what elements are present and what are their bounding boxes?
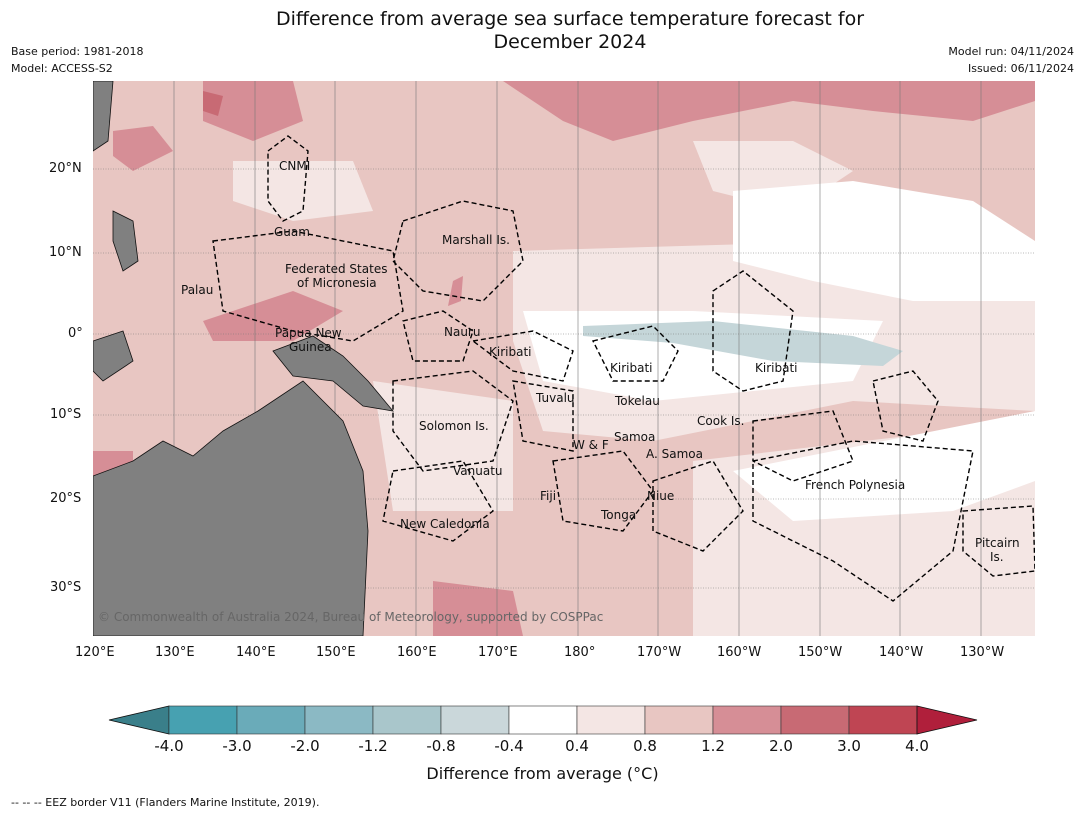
label-pitcairn-1: Pitcairn	[975, 536, 1020, 550]
model-name: Model: ACCESS-S2	[11, 62, 113, 75]
colorbar-tick: -2.0	[290, 737, 320, 755]
label-kiribati-central: Kiribati	[610, 361, 652, 375]
label-new-caledonia: New Caledonia	[400, 517, 490, 531]
label-tuvalu: Tuvalu	[535, 391, 575, 405]
colorbar-segment	[644, 705, 714, 735]
label-nauru: Nauru	[444, 325, 480, 339]
label-guam: Guam	[274, 225, 310, 239]
lat-tick: 10°S	[50, 407, 82, 422]
label-fsm-1: Federated States	[285, 262, 387, 276]
colorbar-extend-low	[108, 705, 170, 735]
title-line-1: Difference from average sea surface temp…	[275, 8, 865, 30]
colorbar-label: Difference from average (°C)	[426, 764, 659, 783]
colorbar-segment	[508, 705, 578, 735]
colorbar-tick: -4.0	[154, 737, 184, 755]
label-pitcairn-2: Is.	[990, 550, 1004, 564]
colorbar-tick: 0.4	[565, 737, 589, 755]
lon-tick: 140°W	[879, 645, 924, 660]
lat-tick: 10°N	[49, 245, 82, 260]
label-wf: W & F	[573, 438, 609, 452]
label-kiribati-west: Kiribati	[489, 345, 531, 359]
label-png-1: Papua New	[275, 326, 342, 340]
chart-title: Difference from average sea surface temp…	[0, 8, 1085, 54]
lon-tick: 120°E	[75, 645, 115, 660]
sst-anomaly-map: CNMI Guam Marshall Is. Federated States …	[93, 81, 1035, 636]
colorbar-tick: 1.2	[701, 737, 725, 755]
colorbar-segment	[304, 705, 374, 735]
lon-tick: 160°W	[717, 645, 762, 660]
meta-right: Model run: 04/11/2024 Issued: 06/11/2024	[948, 43, 1074, 77]
label-asamoa: A. Samoa	[646, 447, 703, 461]
meta-left: Base period: 1981-2018 Model: ACCESS-S2	[11, 43, 143, 77]
borneo-philippines	[93, 81, 139, 382]
colorbar-segment	[440, 705, 510, 735]
colorbar-tick: -1.2	[358, 737, 388, 755]
lon-tick: 180°	[564, 645, 596, 660]
lat-tick: 20°S	[50, 491, 82, 506]
colorbar-tick: 2.0	[769, 737, 793, 755]
label-marshall: Marshall Is.	[442, 233, 510, 247]
colorbar-extend-high	[916, 705, 978, 735]
label-niue: Niue	[647, 489, 674, 503]
eez-footnote: -- -- -- EEZ border V11 (Flanders Marine…	[11, 796, 320, 809]
lon-tick: 130°E	[155, 645, 195, 660]
colorbar-tick: -0.4	[494, 737, 524, 755]
colorbar-segment	[780, 705, 850, 735]
label-fiji: Fiji	[540, 489, 556, 503]
colorbar-tick: 0.8	[633, 737, 657, 755]
label-tonga: Tonga	[600, 508, 636, 522]
label-solomon: Solomon Is.	[419, 419, 489, 433]
label-palau: Palau	[181, 283, 213, 297]
colorbar-segment	[712, 705, 782, 735]
lat-tick: 30°S	[50, 580, 82, 595]
colorbar-tick: 3.0	[837, 737, 861, 755]
colorbar-tick: 4.0	[905, 737, 929, 755]
eez-borders	[212, 135, 1035, 602]
colorbar-segment	[236, 705, 306, 735]
lon-tick: 170°E	[478, 645, 518, 660]
lat-tick: 20°N	[49, 161, 82, 176]
australia	[93, 380, 369, 636]
label-samoa: Samoa	[614, 430, 655, 444]
label-kiribati-east: Kiribati	[755, 361, 797, 375]
colorbar-tick: -0.8	[426, 737, 456, 755]
copyright: © Commonwealth of Australia 2024, Bureau…	[98, 610, 603, 624]
lon-tick: 150°E	[316, 645, 356, 660]
colorbar	[108, 705, 978, 735]
lon-tick: 170°W	[637, 645, 682, 660]
lat-tick: 0°	[68, 326, 83, 341]
colorbar-segment	[848, 705, 918, 735]
new-guinea	[272, 335, 394, 412]
label-fsm-2: of Micronesia	[297, 276, 377, 290]
title-line-2: December 2024	[493, 31, 647, 53]
label-cook: Cook Is.	[697, 414, 744, 428]
issued-date: Issued: 06/11/2024	[967, 62, 1074, 75]
landmasses	[93, 81, 394, 636]
colorbar-segment	[168, 705, 238, 735]
label-png-2: Guinea	[289, 340, 332, 354]
lon-tick: 160°E	[397, 645, 437, 660]
lon-tick: 130°W	[960, 645, 1005, 660]
base-period: Base period: 1981-2018	[11, 45, 144, 58]
colorbar-segment	[372, 705, 442, 735]
colorbar-tick: -3.0	[222, 737, 252, 755]
model-run: Model run: 04/11/2024	[948, 45, 1074, 58]
label-vanuatu: Vanuatu	[453, 464, 503, 478]
label-tokelau: Tokelau	[614, 394, 660, 408]
lon-tick: 140°E	[236, 645, 276, 660]
region-labels: CNMI Guam Marshall Is. Federated States …	[98, 159, 1020, 624]
label-french-polynesia: French Polynesia	[805, 478, 905, 492]
colorbar-segment	[576, 705, 646, 735]
label-cnmi: CNMI	[279, 159, 310, 173]
lon-tick: 150°W	[798, 645, 843, 660]
